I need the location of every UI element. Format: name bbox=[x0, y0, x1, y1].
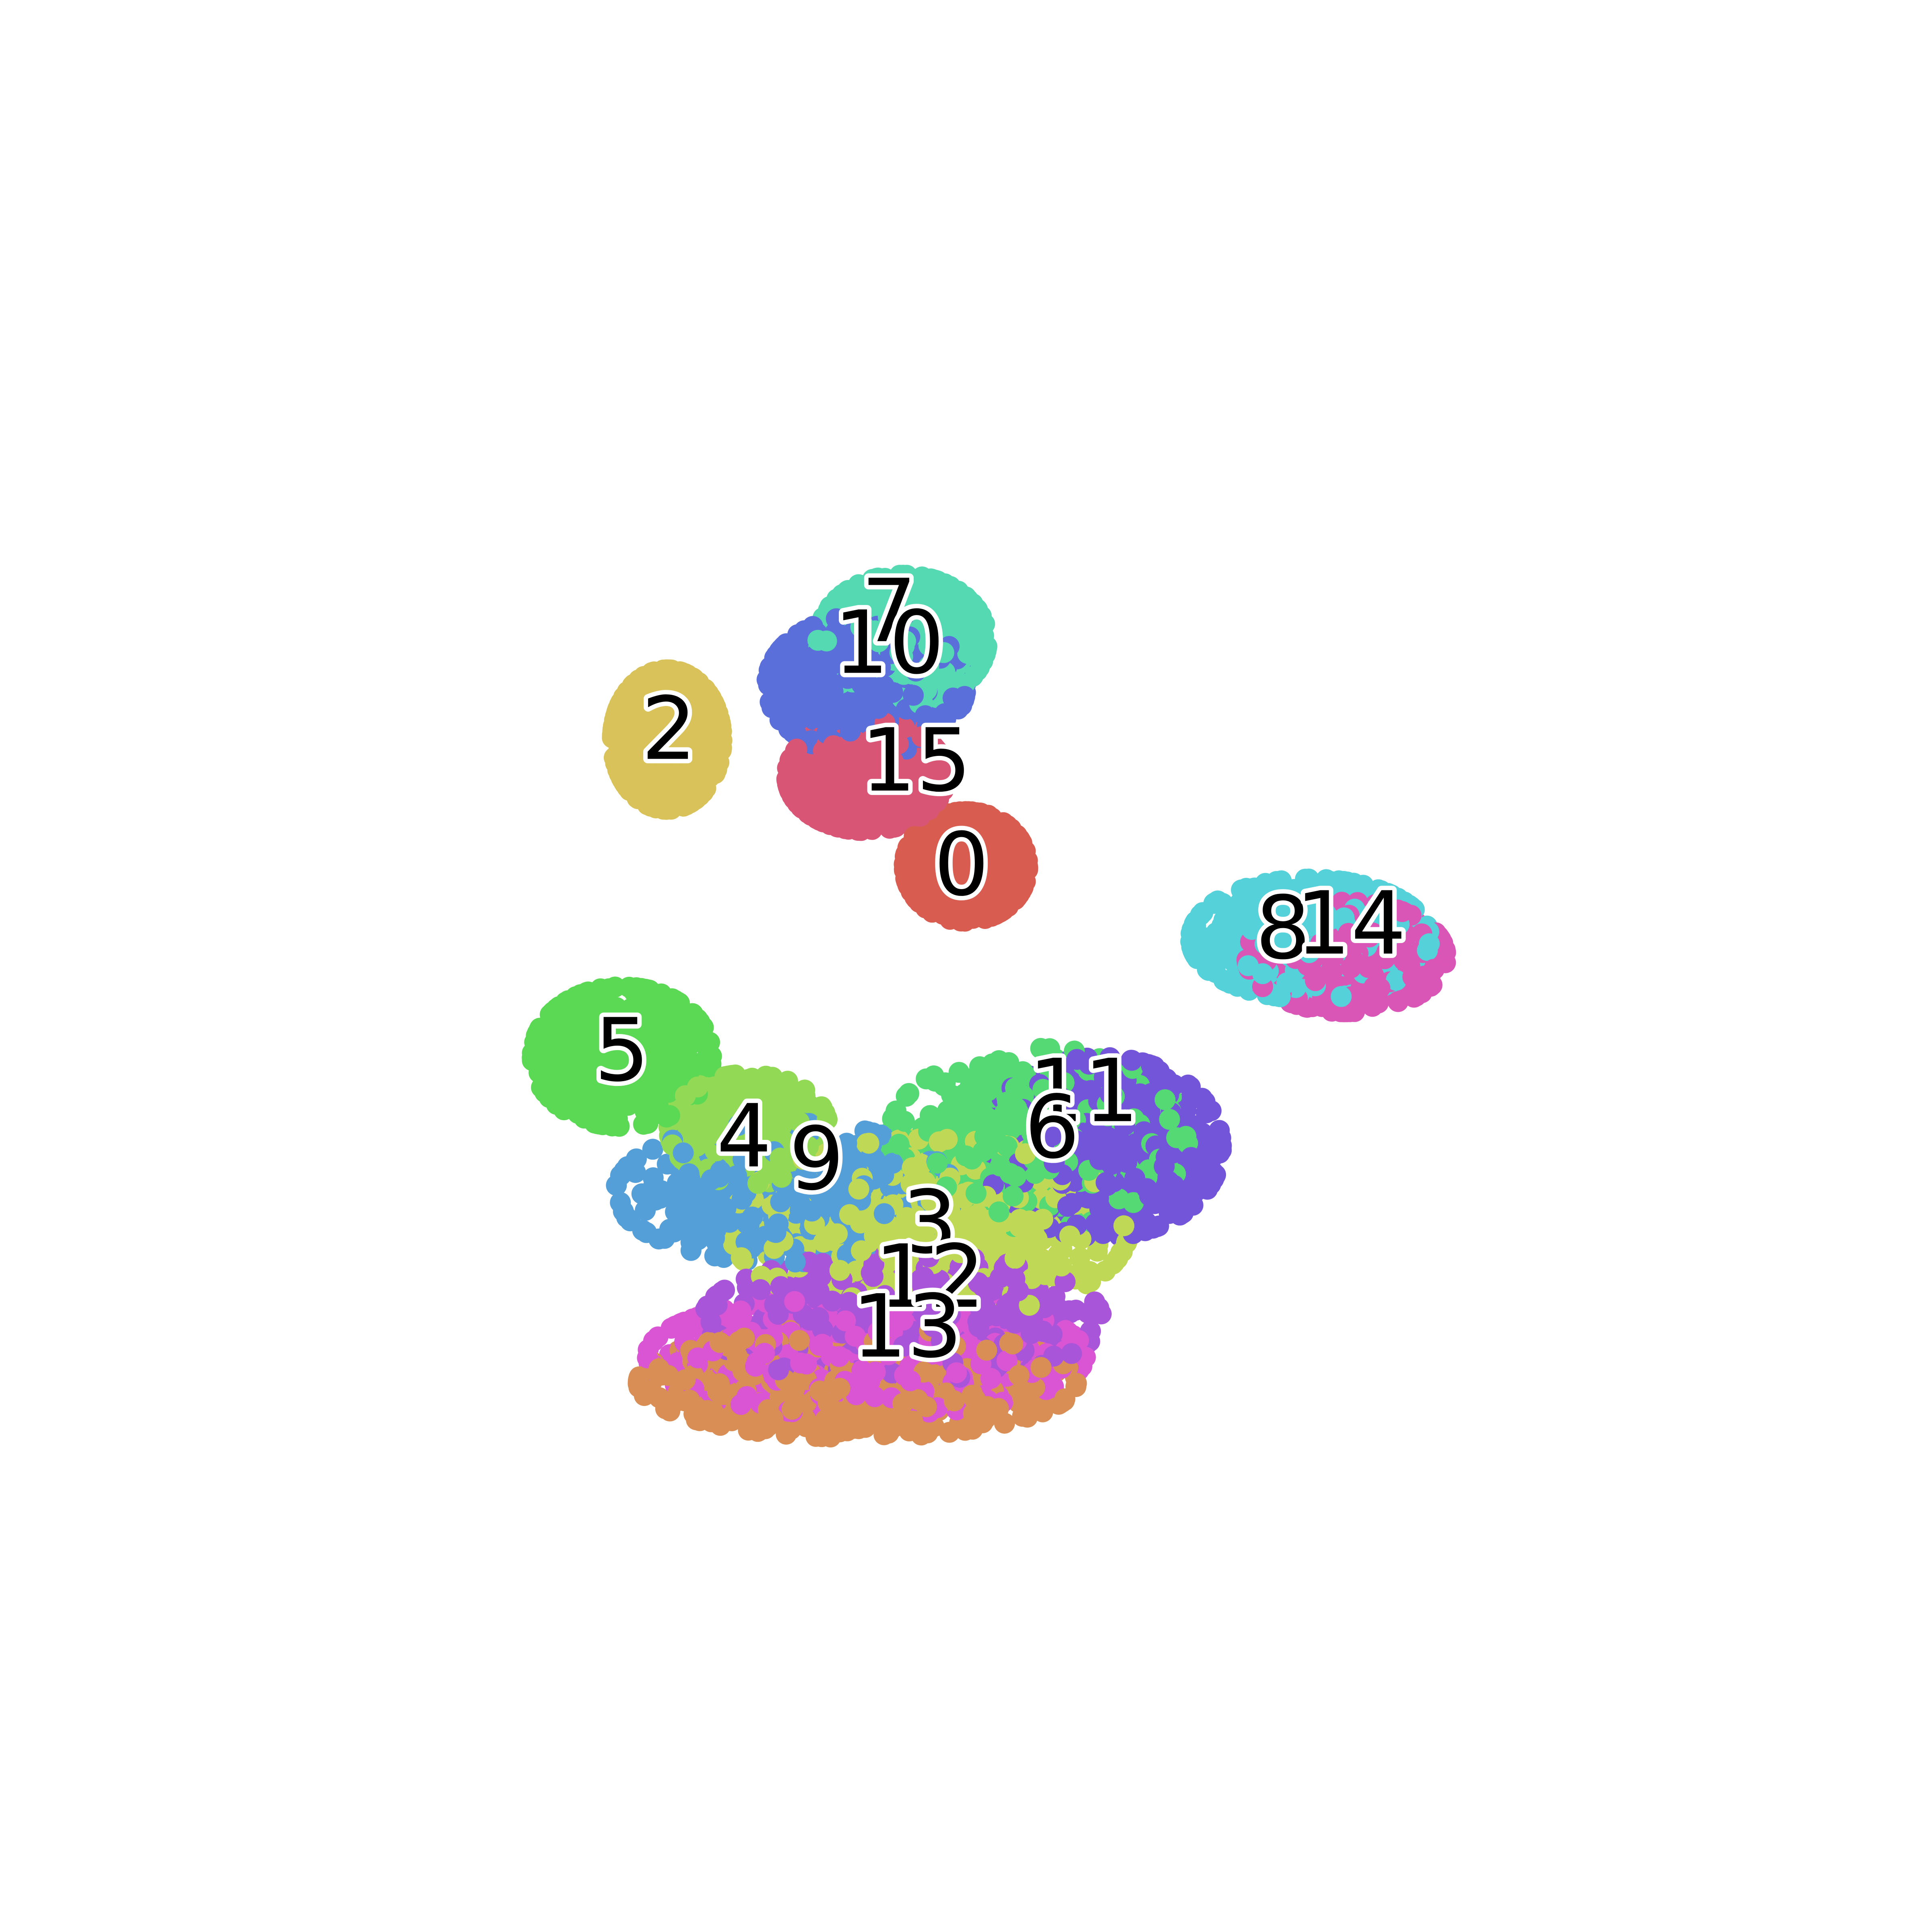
scatter-points-layer bbox=[522, 565, 1456, 1448]
